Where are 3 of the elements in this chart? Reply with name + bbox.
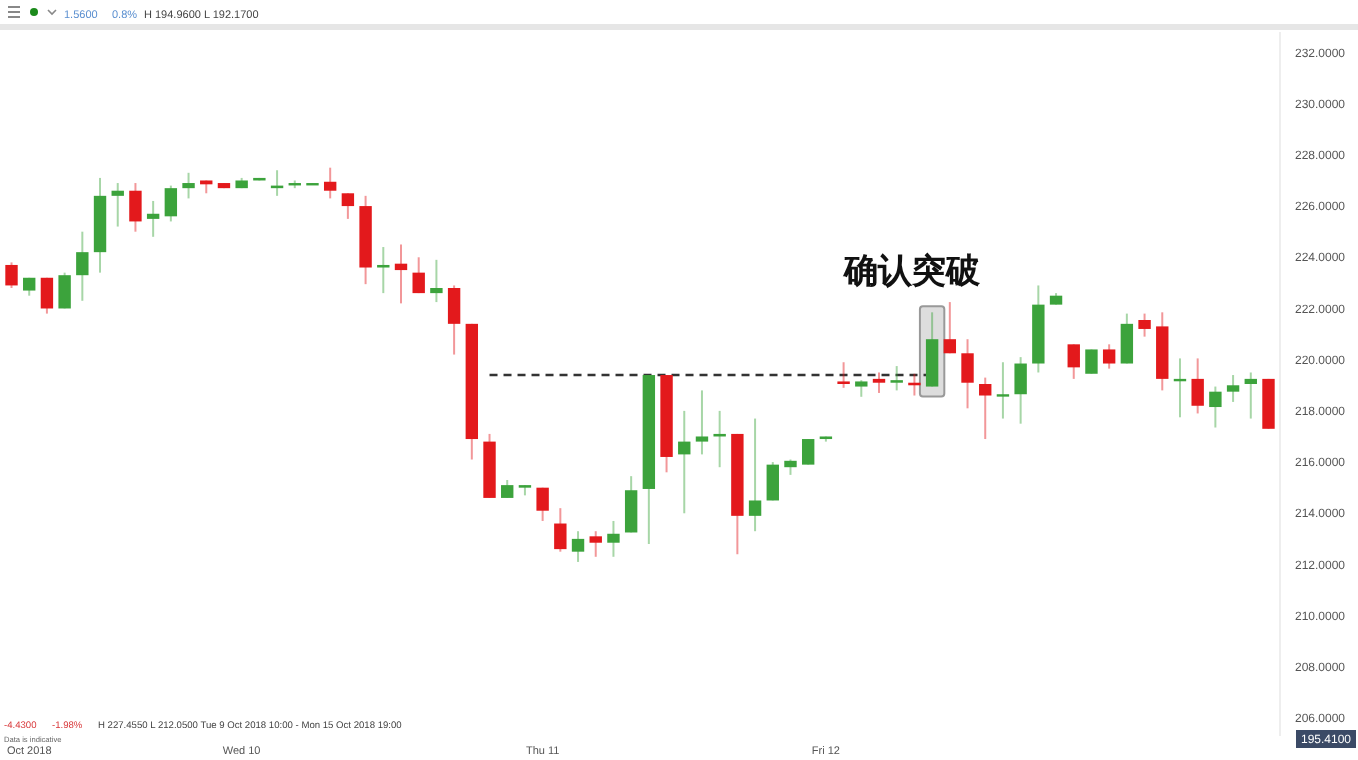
annotation: 确认突破 [842,252,983,290]
candlestick [801,438,815,466]
candlestick [1085,348,1098,375]
